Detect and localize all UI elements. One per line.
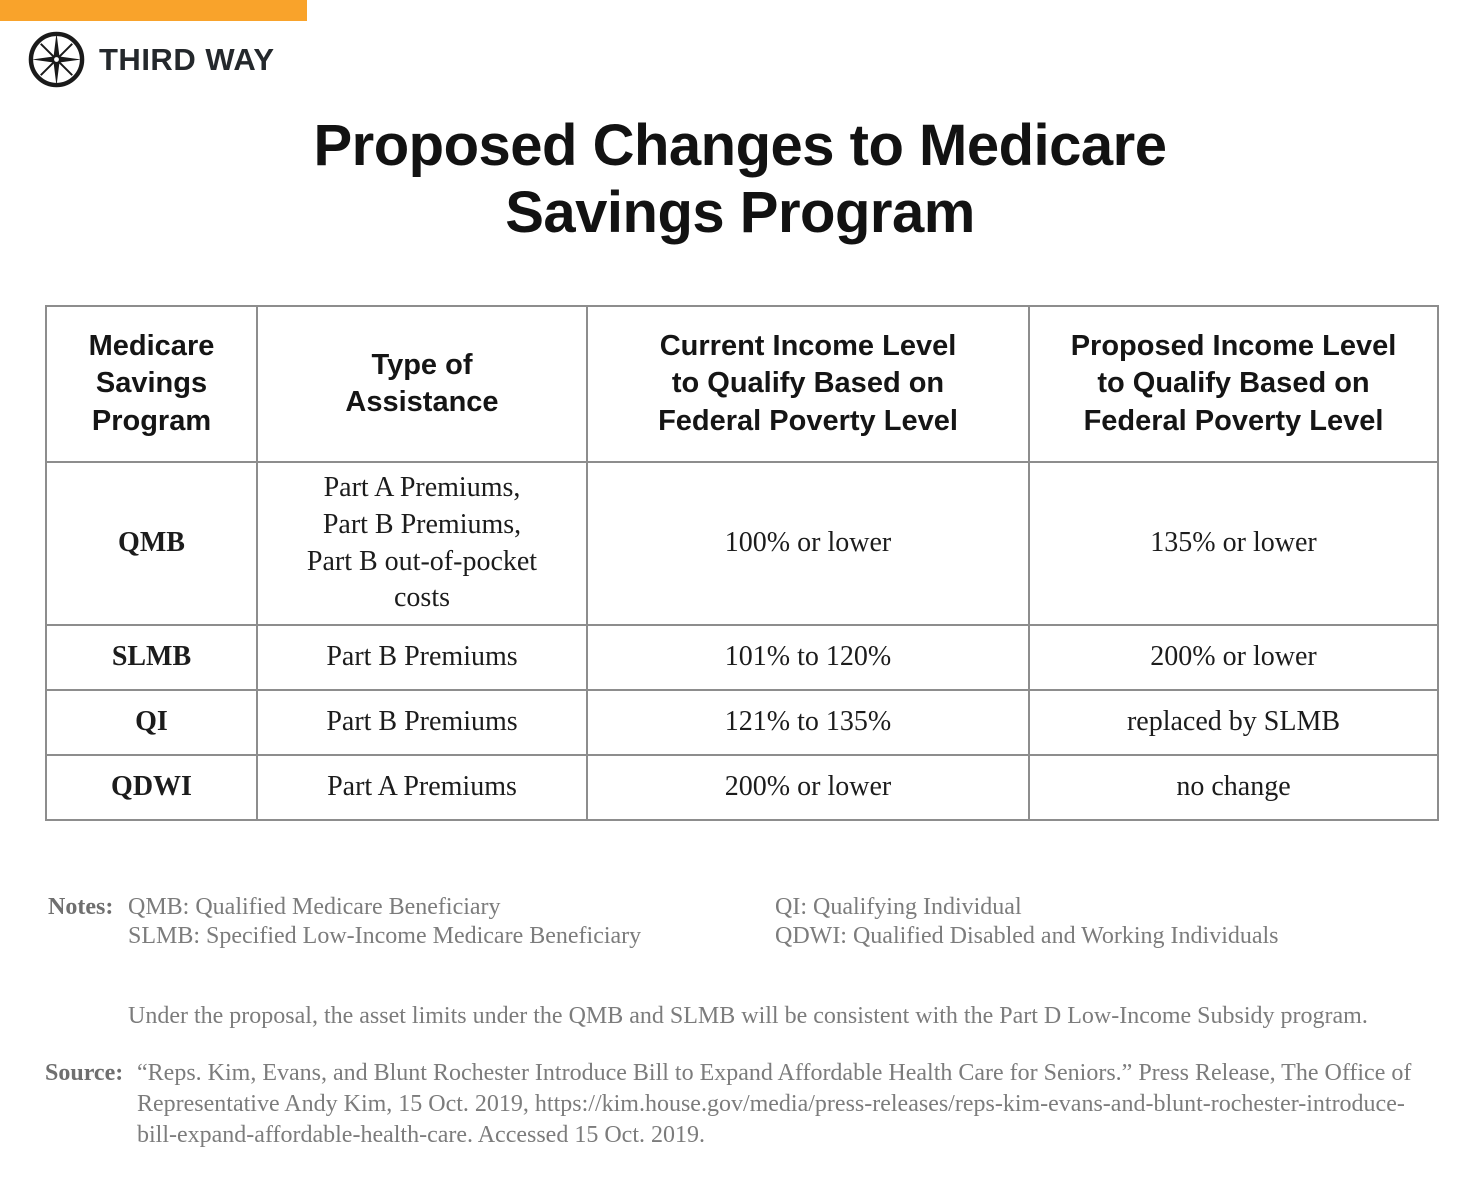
header-current-income-level: Current Income Level to Qualify Based on… [586, 305, 1030, 463]
medicare-savings-table: Medicare Savings Program Type of Assista… [45, 305, 1439, 821]
note-definition-qmb: QMB: Qualified Medicare Beneficiary [128, 894, 501, 920]
assistance-type-cell: Part B Premiums [256, 624, 588, 691]
orange-accent-bar [0, 0, 307, 21]
logo-wordmark: THIRD WAY [99, 41, 275, 77]
note-definition-slmb: SLMB: Specified Low-Income Medicare Bene… [128, 923, 642, 949]
assistance-type-cell: Part A Premiums, Part B Premiums, Part B… [256, 461, 588, 626]
thirdway-logo: THIRD WAY [27, 30, 275, 89]
notes-section: Notes: QMB: Qualified Medicare Beneficia… [48, 893, 1440, 1032]
assistance-type-cell: Part B Premiums [256, 689, 588, 756]
current-income-cell: 100% or lower [586, 461, 1030, 626]
table-header-row: Medicare Savings Program Type of Assista… [45, 305, 1439, 463]
header-type-of-assistance: Type of Assistance [256, 305, 588, 463]
note-definition-qdwi: QDWI: Qualified Disabled and Working Ind… [775, 923, 1279, 949]
current-income-cell: 121% to 135% [586, 689, 1030, 756]
proposed-income-cell: 135% or lower [1028, 461, 1439, 626]
source-section: Source: “Reps. Kim, Evans, and Blunt Roc… [45, 1058, 1445, 1151]
notes-label: Notes: [48, 894, 114, 920]
proposed-income-cell: 200% or lower [1028, 624, 1439, 691]
table-row-slmb: SLMB Part B Premiums 101% to 120% 200% o… [45, 624, 1439, 691]
program-name-cell: QDWI [45, 754, 258, 821]
proposed-income-cell: no change [1028, 754, 1439, 821]
header-medicare-savings-program: Medicare Savings Program [45, 305, 258, 463]
source-citation: “Reps. Kim, Evans, and Blunt Rochester I… [137, 1060, 1412, 1148]
table-row-qi: QI Part B Premiums 121% to 135% replaced… [45, 689, 1439, 756]
current-income-cell: 200% or lower [586, 754, 1030, 821]
assistance-type-cell: Part A Premiums [256, 754, 588, 821]
program-name-cell: QI [45, 689, 258, 756]
source-label: Source: [45, 1060, 124, 1086]
header-proposed-income-level: Proposed Income Level to Qualify Based o… [1028, 305, 1439, 463]
table-row-qmb: QMB Part A Premiums, Part B Premiums, Pa… [45, 461, 1439, 626]
compass-star-icon [28, 31, 85, 88]
proposed-income-cell: replaced by SLMB [1028, 689, 1439, 756]
program-name-cell: SLMB [45, 624, 258, 691]
table-row-qdwi: QDWI Part A Premiums 200% or lower no ch… [45, 754, 1439, 821]
program-name-cell: QMB [45, 461, 258, 626]
page-title: Proposed Changes to Medicare Savings Pro… [313, 113, 1167, 246]
note-definition-qi: QI: Qualifying Individual [775, 894, 1022, 920]
current-income-cell: 101% to 120% [586, 624, 1030, 691]
notes-paragraph: Under the proposal, the asset limits und… [128, 1003, 1368, 1029]
